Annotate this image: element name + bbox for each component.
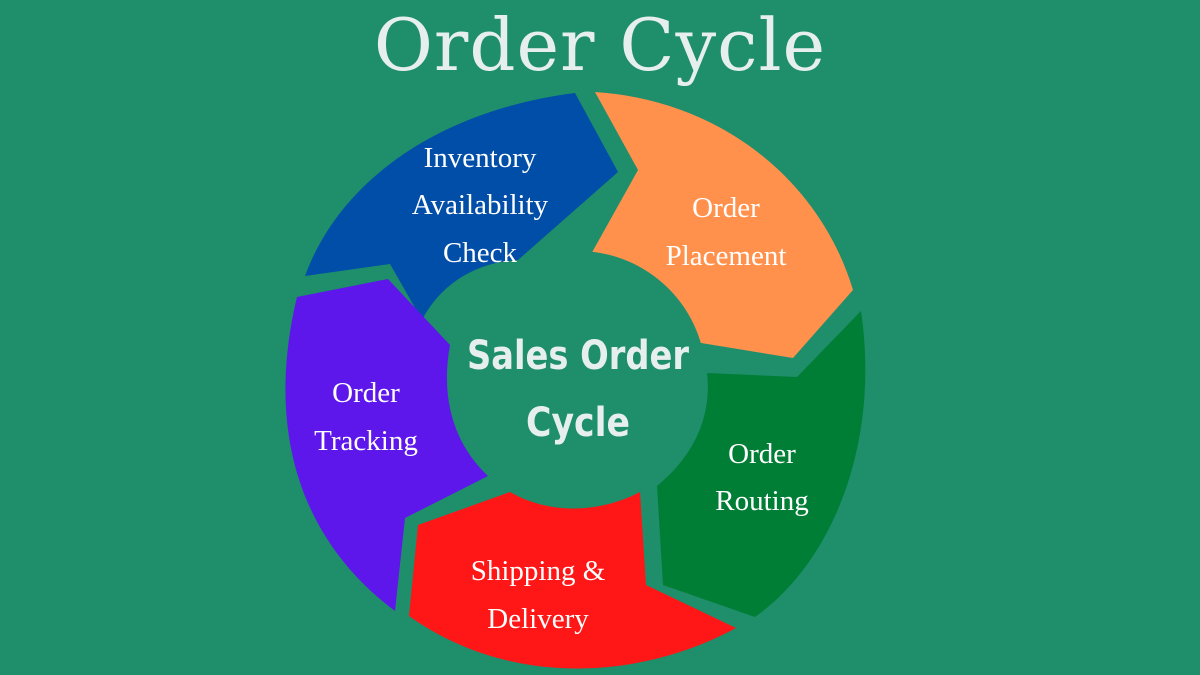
hub-label-line1: Sales Order (467, 333, 689, 379)
segment-inventory-label-line1: Inventory (424, 142, 537, 174)
segment-routing-label-line1: Order (728, 438, 796, 470)
segment-routing-label-line2: Routing (715, 485, 808, 517)
segment-shipping-label-line1: Shipping & (471, 555, 606, 587)
segment-shipping-label-line2: Delivery (487, 603, 589, 635)
segment-inventory-label-line2: Availability (412, 189, 549, 221)
segment-tracking-arrow (285, 279, 488, 611)
segment-inventory-label-line3: Check (443, 237, 518, 269)
page-title: Order Cycle (373, 3, 827, 87)
segment-tracking-label-line1: Order (332, 377, 400, 409)
hub-circle (450, 251, 706, 507)
segment-placement-label-line2: Placement (666, 240, 787, 272)
segment-order-placement: Order Placement (590, 92, 853, 358)
segment-order-tracking: Order Tracking (285, 279, 488, 611)
segment-routing-arrow (657, 311, 866, 617)
segment-tracking-label-line2: Tracking (314, 425, 418, 457)
segment-placement-label-line1: Order (692, 192, 760, 224)
segment-inventory-arrow (305, 93, 618, 320)
hub-label-line2: Cycle (526, 400, 630, 446)
hub: Sales Order Cycle (450, 251, 706, 507)
segment-placement-arrow (590, 92, 853, 358)
segment-shipping-delivery: Shipping & Delivery (409, 492, 736, 669)
segment-inventory-availability-check: Inventory Availability Check (305, 93, 618, 320)
segment-shipping-arrow (409, 492, 736, 669)
segment-order-routing: Order Routing (657, 311, 866, 617)
